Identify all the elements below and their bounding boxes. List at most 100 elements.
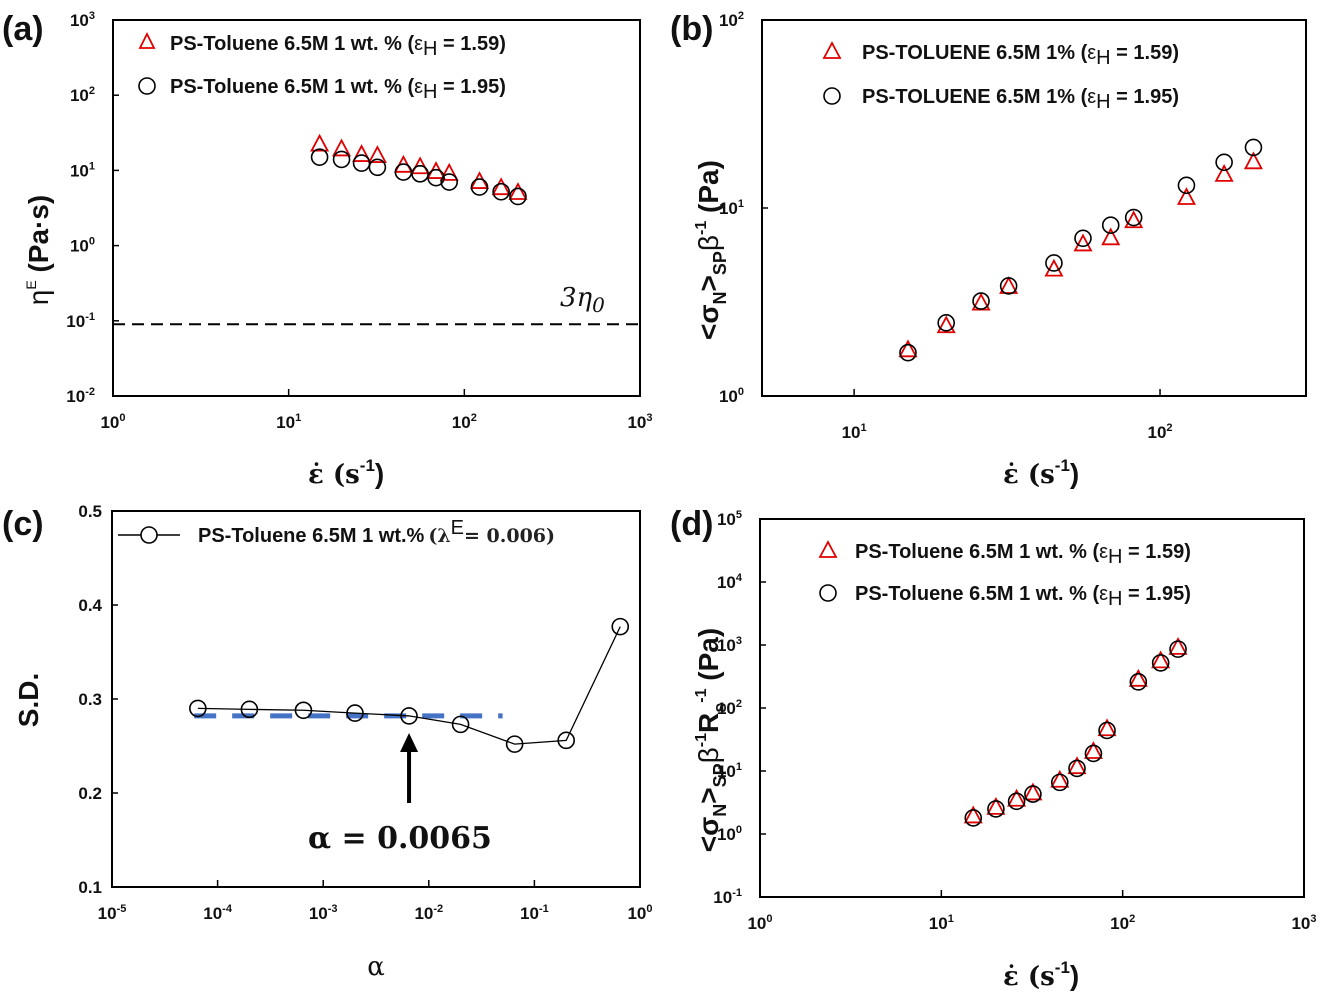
data-point-triangle <box>1214 163 1234 182</box>
legend-marker-circle <box>823 87 841 105</box>
data-point-triangle <box>963 805 983 824</box>
x-axis-label-a: ε̇ (s-1) <box>308 456 384 490</box>
legend-marker-circle <box>138 77 156 95</box>
data-point-triangle <box>332 138 352 157</box>
x-axis-label-b: ε̇ (s-1) <box>1003 456 1079 490</box>
data-point-circle <box>492 182 510 201</box>
tick-label: 102 <box>452 412 477 432</box>
y-axis-label-a: ηE (Pa·s) <box>23 195 54 306</box>
data-marks-b <box>898 138 1263 362</box>
data-point-circle <box>1074 229 1092 248</box>
tick-label: 100 <box>100 412 125 432</box>
data-point-triangle <box>1168 636 1188 655</box>
data-point-circle <box>470 178 489 196</box>
data-point-triangle <box>410 156 430 175</box>
data-point-circle <box>937 314 955 332</box>
data-point-circle <box>1129 673 1148 691</box>
legend-entry-d2: PS-Toluene 6.5M 1 wt. % (εH = 1.95) <box>855 583 1191 610</box>
legend-marker-triangle <box>822 41 842 59</box>
chart-b: 101 102 100 101 102 PS-TOLUENE 6.5M 1% (εH =… <box>693 10 1307 490</box>
data-point-triangle <box>508 182 528 200</box>
tick-label: 10-1 <box>66 311 95 331</box>
tick-label: 10-2 <box>66 386 95 406</box>
tick-label: 100 <box>717 824 742 844</box>
data-point-circle <box>1098 721 1116 740</box>
legend-entry-b2: PS-TOLUENE 6.5M 1% (εH = 1.95) <box>862 86 1179 113</box>
legend-a: PS-Toluene 6.5M 1 wt. % (εH = 1.59) PS-T… <box>138 31 506 103</box>
legend-entry-d1: PS-Toluene 6.5M 1 wt. % (εH = 1.59) <box>855 541 1191 568</box>
legend-marker-circle <box>819 584 837 602</box>
data-point-triangle <box>1124 210 1144 229</box>
data-point-triangle <box>898 339 918 358</box>
data-point-triangle <box>1067 756 1087 775</box>
data-point-circle <box>1045 254 1063 272</box>
tick-label: 101 <box>276 412 301 432</box>
tick-label: 101 <box>842 422 867 442</box>
data-point-triangle <box>1050 769 1070 788</box>
data-point-circle <box>1068 759 1086 778</box>
legend-marker-triangle <box>138 31 156 49</box>
tick-label: 10-1 <box>713 887 742 907</box>
data-point-circle <box>1007 792 1026 811</box>
panel-label-d: (d) <box>670 505 713 543</box>
tick-label: 102 <box>717 698 742 718</box>
plot-frame-b <box>761 19 1307 397</box>
tick-label: 101 <box>719 198 744 218</box>
axis-ticks-c: 10-5 10-4 10-3 10-2 10-1 100 0.1 0.2 0.3 0.4 0.5 <box>78 502 652 923</box>
legend-entry-a1: PS-Toluene 6.5M 1 wt. % (εH = 1.59) <box>170 33 506 60</box>
data-marks-c <box>189 617 630 753</box>
legend-entry-b1: PS-TOLUENE 6.5M 1% (εH = 1.59) <box>862 42 1179 69</box>
data-point-triangle <box>491 177 511 196</box>
data-point-circle <box>1084 744 1103 763</box>
data-point-triangle <box>986 796 1006 815</box>
legend-entry-a2: PS-Toluene 6.5M 1 wt. % (εH = 1.95) <box>170 76 506 103</box>
data-point-triangle <box>936 315 956 334</box>
data-point-triangle <box>999 276 1019 294</box>
tick-label: 102 <box>70 85 95 105</box>
annotation-arrow <box>400 733 419 803</box>
chart-a: 100 101 102 103 10-2 10-1 100 101 102 103 PS-Tolu… <box>23 10 653 490</box>
annotation-alpha: α = 0.0065 <box>308 821 492 856</box>
tick-label: 100 <box>627 903 652 923</box>
data-point-circle <box>1244 138 1263 157</box>
data-point-circle <box>352 154 371 172</box>
data-point-triangle <box>1176 187 1196 205</box>
tick-label: 105 <box>717 509 742 529</box>
data-point-circle <box>1101 216 1120 235</box>
data-point-circle <box>611 617 630 636</box>
tick-label: 10-5 <box>98 903 127 923</box>
x-axis-label-d: ε̇ (s-1) <box>1003 958 1079 992</box>
tick-label: 10-3 <box>309 903 338 923</box>
plot-frame-a <box>112 19 641 397</box>
y-axis-label-c: S.D. <box>13 673 44 727</box>
tick-label: 104 <box>717 572 743 592</box>
legend-d: PS-Toluene 6.5M 1 wt. % (εH = 1.59) PS-T… <box>818 540 1191 610</box>
y-axis-label-b: <σN>SPβ-1 (Pa) <box>693 160 730 340</box>
tick-label: 101 <box>70 160 95 180</box>
data-point-circle <box>411 165 429 183</box>
data-point-circle <box>1215 153 1233 172</box>
data-point-circle <box>964 809 983 827</box>
data-point-triangle <box>1007 788 1027 807</box>
data-point-circle <box>557 731 575 750</box>
series-line <box>197 626 621 745</box>
y-axis-label-d: <σN>SPβ-1Rs-1 (Pa) <box>693 628 730 852</box>
data-point-circle <box>509 187 527 206</box>
data-point-circle <box>427 168 445 187</box>
x-axis-label-c: α <box>367 952 385 982</box>
data-point-circle <box>1024 785 1042 803</box>
data-point-circle <box>368 158 387 177</box>
tick-label: 103 <box>717 635 742 655</box>
tick-label: 101 <box>929 913 954 933</box>
data-point-circle <box>240 700 259 719</box>
arrow-head-icon <box>400 733 419 752</box>
tick-label: 102 <box>1148 422 1173 442</box>
data-point-triangle <box>352 144 372 162</box>
data-point-circle <box>394 163 413 181</box>
data-point-circle <box>310 148 329 166</box>
legend-c: PS-Toluene 6.5M 1 wt.% (λE= 0.006) <box>118 517 555 547</box>
legend-b: PS-TOLUENE 6.5M 1% (εH = 1.59) PS-TOLUEN… <box>822 41 1179 113</box>
reference-label-3eta0: 3η0 <box>560 283 605 317</box>
